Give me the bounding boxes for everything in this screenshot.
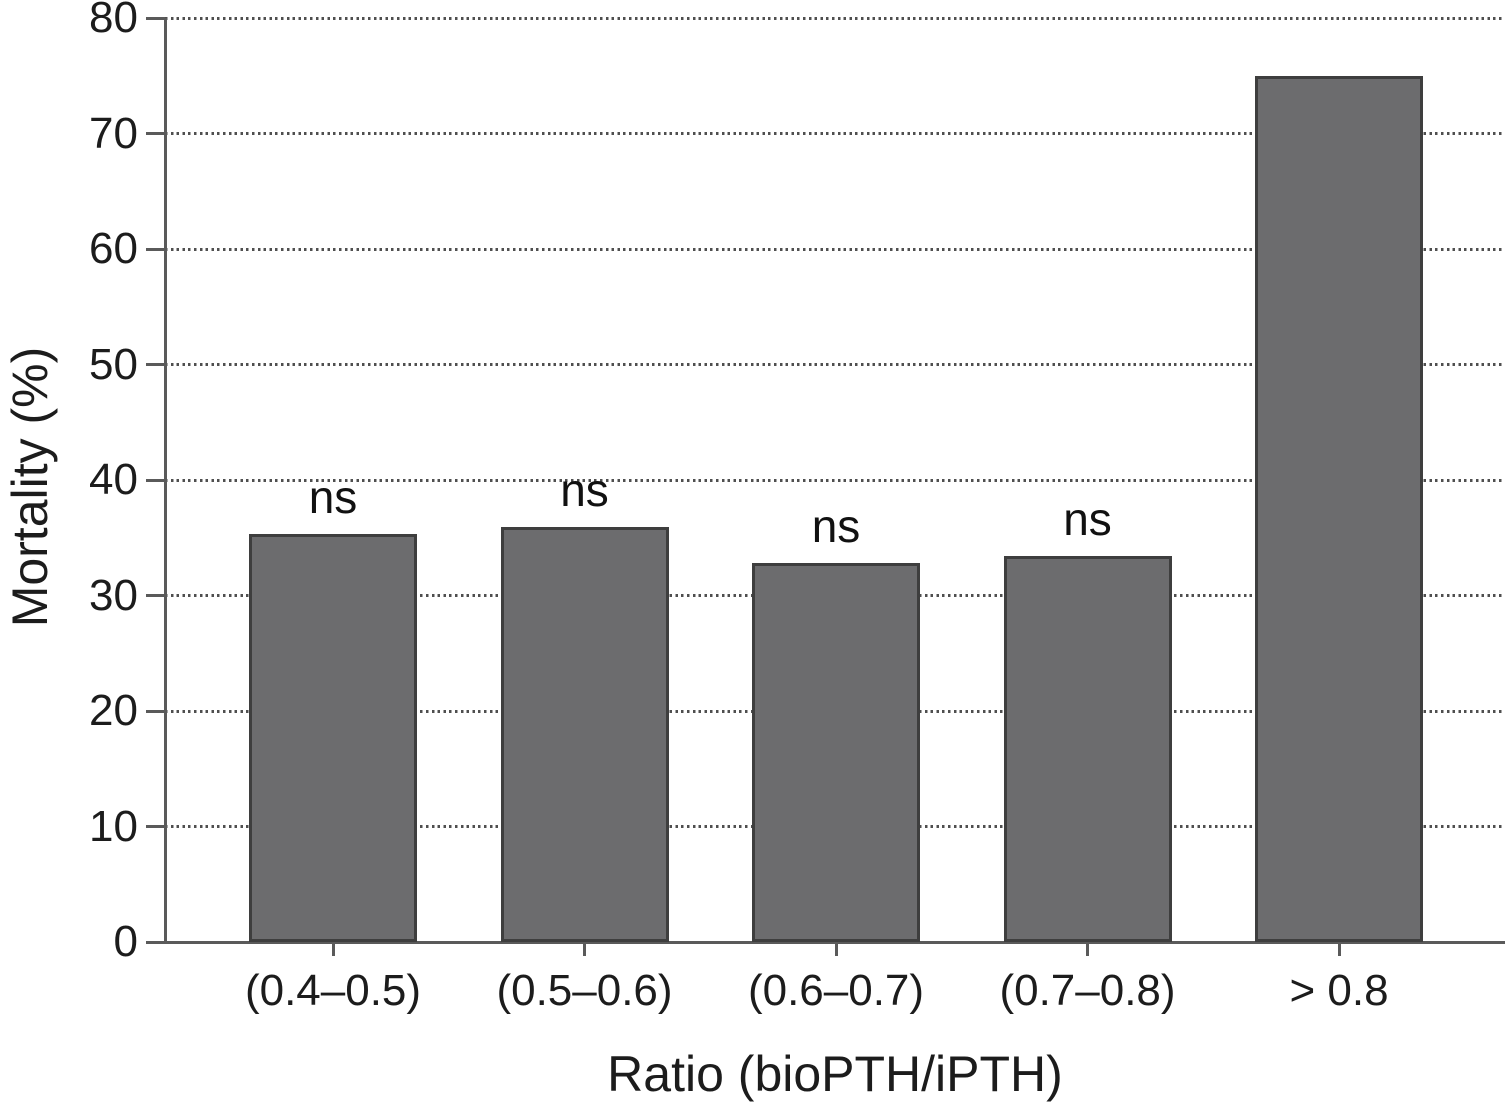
y-tick-label-30: 30 [89, 570, 138, 620]
bar-(0.6–0.7) [752, 563, 920, 942]
y-tick-label-80: 80 [89, 0, 138, 42]
y-tick-40 [146, 478, 165, 482]
x-tick-(0.6–0.7) [834, 942, 838, 956]
x-tick-(0.7–0.8) [1086, 942, 1089, 956]
bar-(0.5–0.6) [500, 527, 669, 942]
gridline-50 [165, 363, 1505, 366]
bar-annotation-(0.5–0.6): ns [560, 464, 609, 517]
y-axis-line [164, 18, 167, 944]
x-tick-label-(0.5–0.6): (0.5–0.6) [496, 966, 673, 1015]
x-tick-label-(0.6–0.7): (0.6–0.7) [747, 966, 925, 1015]
gridline-70 [165, 132, 1505, 135]
gridline-60 [165, 247, 1505, 251]
y-tick-label-40: 40 [89, 455, 138, 504]
y-tick-50 [146, 363, 165, 366]
y-tick-label-50: 50 [89, 339, 138, 389]
gridline-40 [165, 478, 1505, 482]
y-tick-80 [146, 16, 165, 20]
y-tick-label-70: 70 [89, 108, 138, 158]
bar-annotation-(0.7–0.8): ns [1063, 493, 1112, 546]
y-tick-70 [146, 132, 165, 135]
y-tick-label-0: 0 [113, 917, 138, 966]
x-tick-(0.4–0.5) [331, 942, 335, 956]
bar-(0.4–0.5) [249, 534, 417, 942]
y-tick-20 [146, 709, 165, 713]
y-tick-label-60: 60 [89, 224, 138, 273]
x-tick-(0.5–0.6) [583, 942, 586, 956]
y-tick-label-20: 20 [89, 686, 138, 735]
y-tick-60 [146, 247, 165, 251]
bar-> 0.8 [1255, 75, 1423, 942]
bar-annotation-(0.4–0.5): ns [308, 471, 358, 524]
bar-annotation-(0.6–0.7): ns [811, 500, 861, 553]
x-tick-> 0.8 [1337, 942, 1341, 956]
y-tick-0 [146, 940, 165, 944]
bar-(0.7–0.8) [1003, 556, 1172, 942]
x-tick-label-(0.7–0.8): (0.7–0.8) [999, 966, 1176, 1015]
x-tick-label-> 0.8: > 0.8 [1289, 966, 1389, 1015]
x-tick-label-(0.4–0.5): (0.4–0.5) [244, 966, 422, 1015]
y-tick-10 [146, 825, 165, 828]
x-axis-title: Ratio (bioPTH/iPTH) [607, 1046, 1063, 1102]
gridline-80 [165, 16, 1505, 20]
y-tick-label-10: 10 [89, 801, 138, 851]
y-tick-30 [146, 594, 165, 597]
